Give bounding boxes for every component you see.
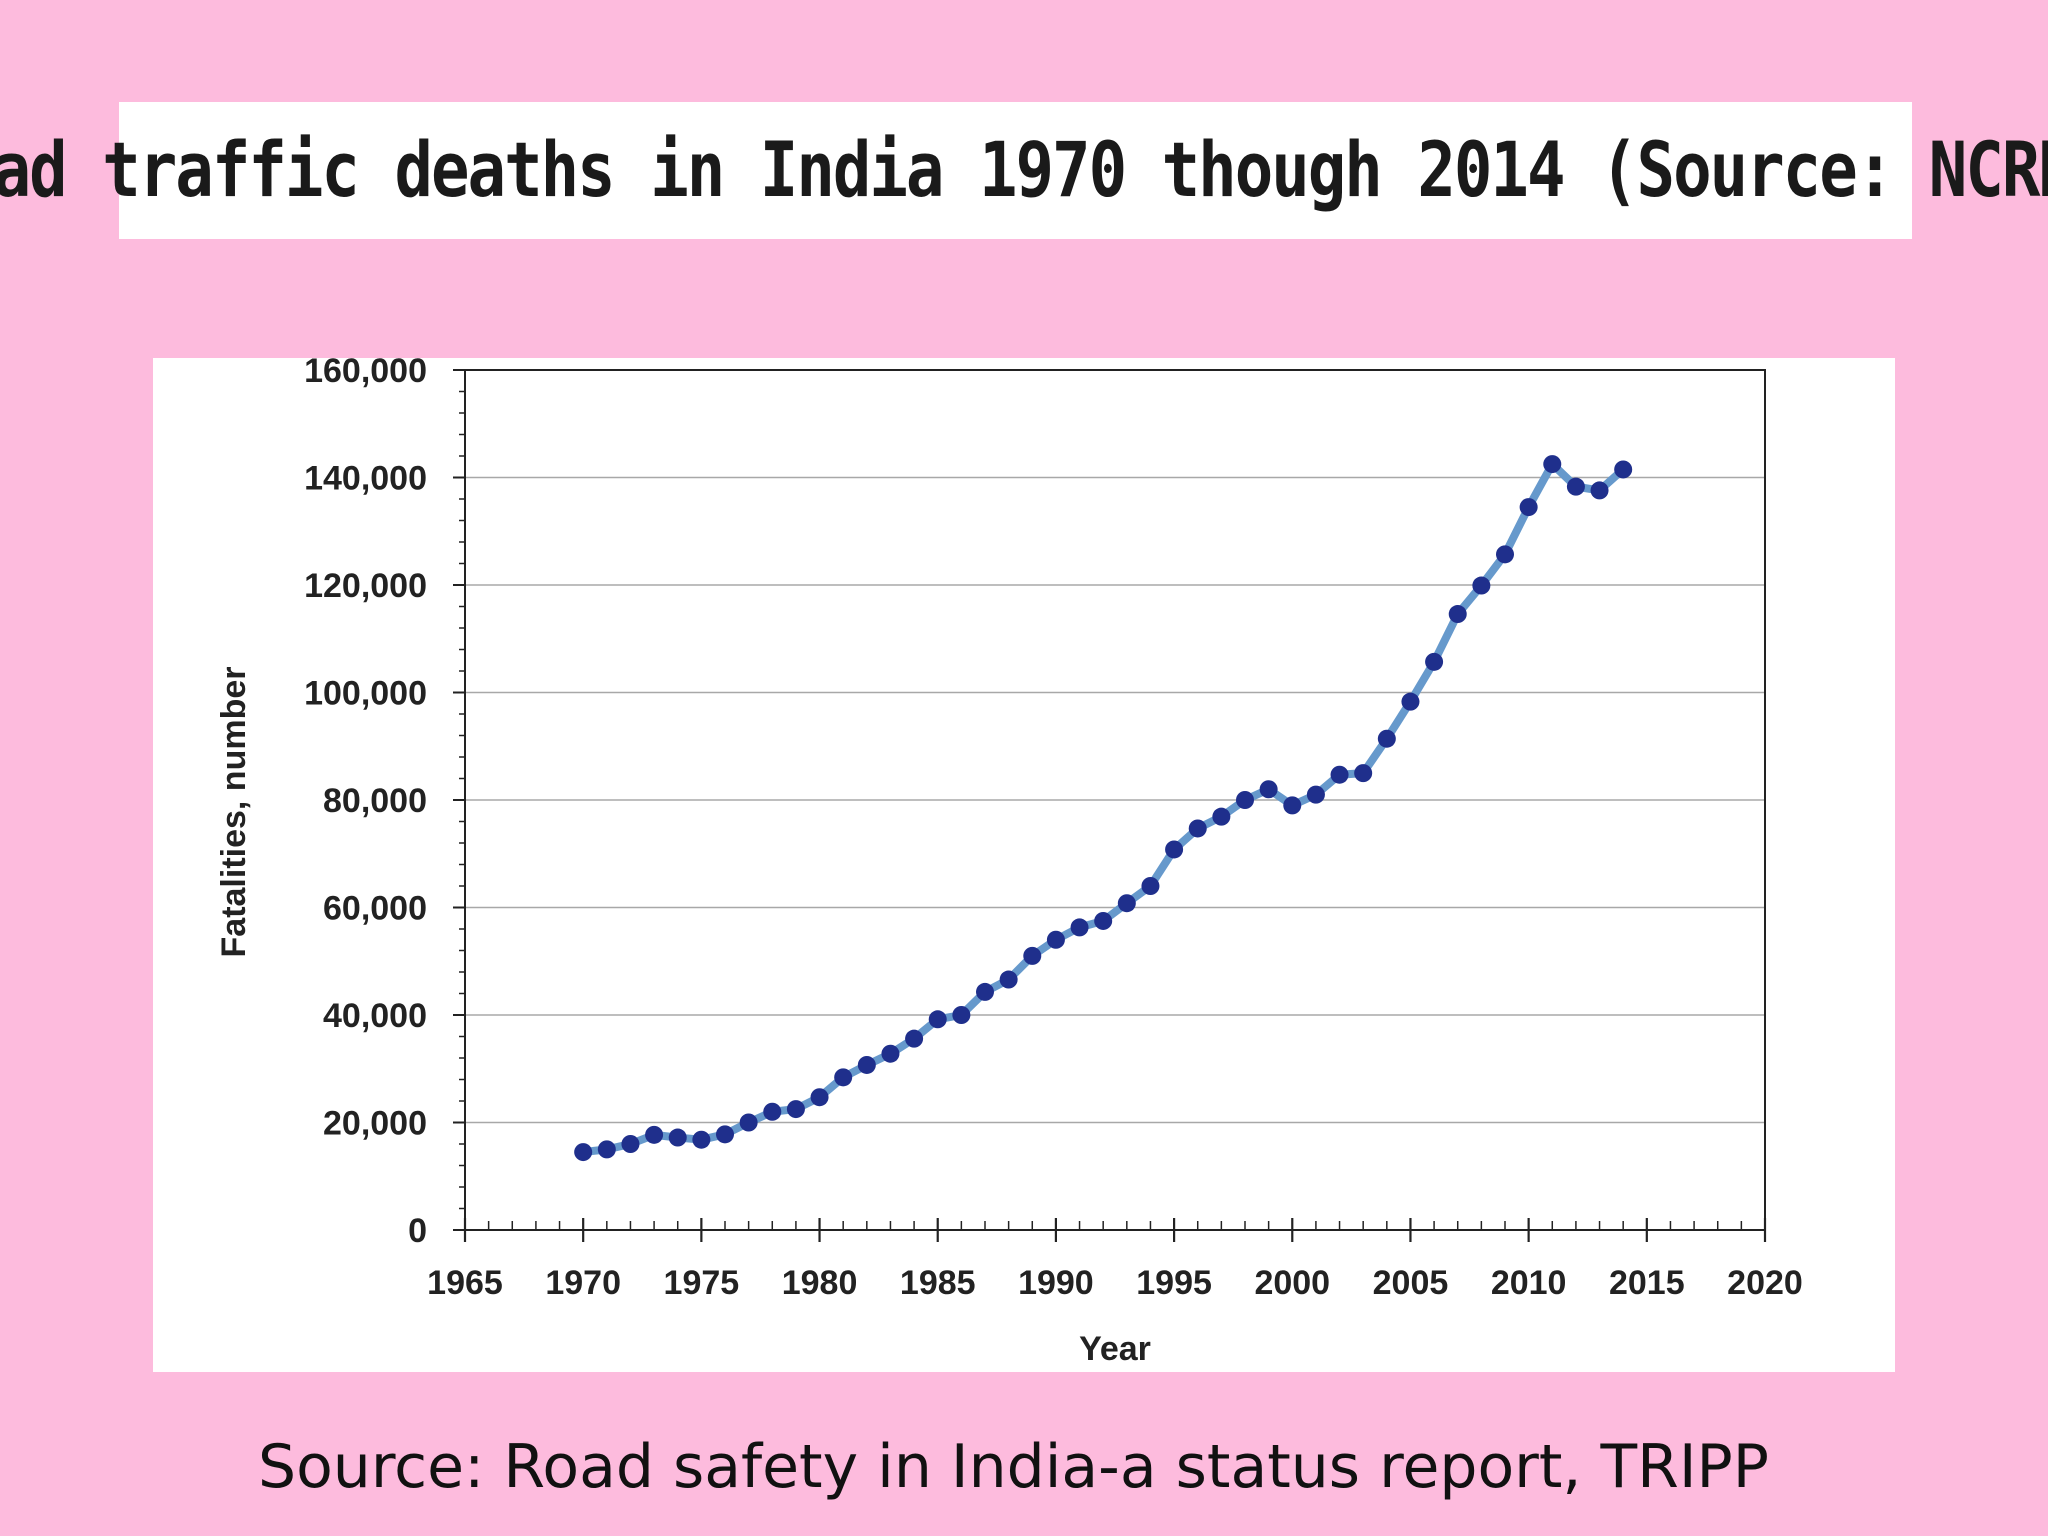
data-point [1141, 877, 1160, 895]
y-tick-label: 100,000 [304, 675, 427, 713]
source-caption: Source: Road safety in India-a status re… [258, 1432, 1769, 1502]
data-point [857, 1055, 876, 1074]
data-point [1306, 785, 1325, 804]
data-point [999, 970, 1018, 989]
data-point [621, 1135, 640, 1153]
data-point [716, 1125, 734, 1144]
data-point [1236, 791, 1254, 809]
x-tick-label: 1990 [1018, 1264, 1094, 1302]
y-axis-label: Fatalities, number [215, 667, 253, 958]
series-group [574, 455, 1633, 1162]
data-point [1094, 911, 1113, 930]
x-tick-label: 1965 [427, 1264, 503, 1302]
data-point [1519, 498, 1538, 517]
data-point [810, 1088, 829, 1107]
tick-labels: 0 20,000 40,000 60,000 80,000 100,000 120,000 1… [304, 358, 1803, 1302]
data-point [1330, 765, 1349, 784]
data-point [597, 1140, 616, 1159]
data-point [1023, 946, 1042, 965]
data-point [1472, 576, 1491, 595]
data-point [1212, 807, 1231, 826]
data-point [1401, 692, 1420, 711]
data-point [692, 1130, 711, 1149]
y-tick-label: 40,000 [323, 997, 427, 1035]
data-point [574, 1143, 593, 1162]
y-tick-label: 160,000 [304, 358, 427, 390]
y-tick-label: 60,000 [323, 890, 427, 928]
data-point [1070, 918, 1089, 937]
x-tick-label: 2000 [1254, 1264, 1330, 1302]
data-point [1377, 729, 1396, 748]
x-tick-label: 2010 [1491, 1264, 1567, 1302]
gridlines [465, 476, 1765, 1124]
y-tick-label: 120,000 [304, 567, 427, 605]
x-tick-label: 1985 [900, 1264, 976, 1302]
y-tick-label: 80,000 [323, 782, 427, 820]
data-point [1590, 481, 1609, 500]
data-point [1165, 840, 1184, 859]
x-tick-label: 1975 [664, 1264, 740, 1302]
x-tick-label: 1970 [545, 1264, 621, 1302]
data-point [928, 1010, 947, 1029]
data-point [834, 1068, 853, 1087]
data-point [786, 1100, 805, 1119]
series-line [579, 460, 1628, 1157]
axes [453, 369, 1767, 1242]
data-point [1425, 652, 1444, 671]
data-point [952, 1006, 971, 1024]
chart-panel: 0 20,000 40,000 60,000 80,000 100,000 120,000 1… [153, 358, 1895, 1372]
data-point [1496, 545, 1514, 564]
line-chart: 0 20,000 40,000 60,000 80,000 100,000 120,000 1… [215, 358, 1803, 1368]
data-point [1448, 605, 1467, 624]
data-point [1259, 780, 1278, 799]
data-point [1354, 764, 1373, 783]
data-point [739, 1113, 758, 1132]
y-tick-label: 0 [408, 1212, 427, 1250]
data-point [1614, 460, 1633, 479]
data-point [976, 982, 994, 1001]
data-point [763, 1102, 782, 1121]
data-point [1117, 894, 1136, 913]
slide-title-box: Road traffic deaths in India 1970 though… [0, 102, 2048, 239]
data-point [905, 1029, 924, 1048]
data-point [1046, 930, 1065, 949]
x-tick-label: 2015 [1609, 1264, 1685, 1302]
x-axis-label: Year [1079, 1330, 1151, 1368]
data-point [1543, 455, 1562, 474]
x-tick-label: 1995 [1136, 1264, 1212, 1302]
data-point [1566, 477, 1585, 496]
slide-title: Road traffic deaths in India 1970 though… [0, 126, 2048, 215]
y-tick-label: 20,000 [323, 1105, 427, 1143]
data-point [1188, 819, 1207, 838]
x-tick-label: 1980 [782, 1264, 858, 1302]
y-tick-label: 140,000 [304, 460, 427, 498]
x-tick-label: 2020 [1727, 1264, 1803, 1302]
data-point [668, 1128, 687, 1147]
data-point [881, 1044, 900, 1063]
data-point [1283, 796, 1302, 815]
x-tick-label: 2005 [1373, 1264, 1449, 1302]
data-point [645, 1125, 664, 1144]
